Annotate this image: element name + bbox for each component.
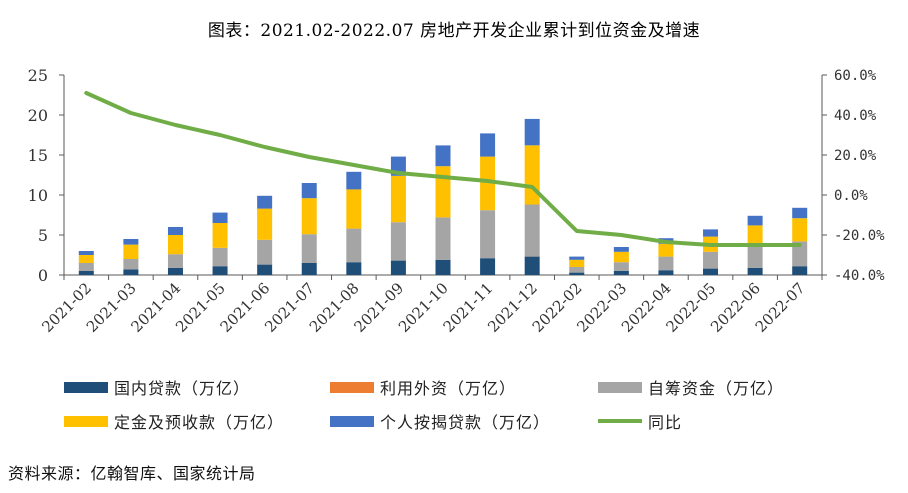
bar-domestic_loans — [212, 266, 228, 275]
bar-domestic_loans — [301, 263, 317, 275]
bar-domestic_loans — [123, 269, 139, 275]
bar-deposits — [524, 145, 540, 205]
bar-mortgages — [524, 118, 540, 146]
bar-self_raised — [480, 210, 496, 259]
legend-swatch-domestic-loans — [64, 381, 108, 393]
bar-self_raised — [257, 239, 273, 265]
bar-mortgages — [167, 227, 183, 235]
bar-self_raised — [613, 262, 629, 271]
bar-deposits — [613, 251, 629, 263]
y-left-tick-label: 20 — [28, 106, 48, 125]
y-right-tick-label: 60.0% — [834, 68, 877, 84]
bar-domestic_loans — [167, 267, 183, 275]
y-left-tick-label: 15 — [28, 146, 48, 165]
legend-item-foreign-capital: 利用外资（万亿） — [330, 376, 516, 398]
bar-self_raised — [167, 254, 183, 268]
source-note: 资料来源：亿翰智库、国家统计局 — [8, 464, 256, 483]
bar-deposits — [212, 223, 228, 248]
legend-label-deposits: 定金及预收款（万亿） — [114, 413, 285, 432]
y-left-tick-label: 5 — [38, 226, 48, 245]
bar-mortgages — [257, 195, 273, 209]
bar-deposits — [569, 259, 585, 267]
bar-self_raised — [703, 251, 719, 269]
bar-mortgages — [123, 239, 139, 245]
bar-self_raised — [792, 241, 808, 267]
bar-mortgages — [613, 247, 629, 252]
legend-item-self-raised: 自筹资金（万亿） — [598, 376, 784, 398]
bar-mortgages — [212, 212, 228, 223]
bar-deposits — [123, 244, 139, 259]
bar-deposits — [78, 255, 94, 263]
y-left-tick-label: 0 — [38, 266, 48, 285]
bar-mortgages — [747, 215, 763, 226]
bar-self_raised — [123, 259, 139, 270]
bar-domestic_loans — [257, 264, 273, 275]
bar-deposits — [257, 208, 273, 240]
legend-label-self-raised: 自筹资金（万亿） — [648, 379, 785, 398]
legend-swatch-foreign-capital — [330, 381, 374, 393]
y-right-tick-label: -20.0% — [834, 228, 885, 244]
legend-item-domestic-loans: 国内贷款（万亿） — [64, 376, 250, 398]
bar-mortgages — [346, 171, 362, 190]
bar-deposits — [658, 243, 674, 257]
bar-mortgages — [792, 207, 808, 219]
bar-domestic_loans — [78, 271, 94, 275]
y-right-tick-label: 20.0% — [834, 148, 877, 164]
legend-label-yoy: 同比 — [648, 413, 683, 432]
legend-swatch-yoy — [598, 419, 642, 423]
bar-deposits — [792, 218, 808, 242]
bar-self_raised — [747, 247, 763, 268]
bar-mortgages — [569, 256, 585, 260]
bar-domestic_loans — [346, 262, 362, 275]
bar-mortgages — [480, 133, 496, 157]
bar-self_raised — [346, 228, 362, 263]
bar-self_raised — [658, 256, 674, 271]
bar-deposits — [747, 225, 763, 247]
bar-self_raised — [390, 222, 406, 261]
y-right-tick-label: 40.0% — [834, 108, 877, 124]
legend-label-foreign-capital: 利用外资（万亿） — [380, 379, 517, 398]
legend-item-yoy: 同比 — [598, 410, 682, 432]
bar-deposits — [301, 198, 317, 235]
bar-domestic_loans — [658, 270, 674, 275]
y-right-tick-label: -40.0% — [834, 268, 885, 284]
y-right-tick-label: 0.0% — [834, 188, 868, 204]
bar-domestic_loans — [792, 266, 808, 275]
bar-deposits — [167, 235, 183, 255]
bar-domestic_loans — [569, 272, 585, 275]
bar-self_raised — [569, 267, 585, 273]
bar-deposits — [480, 156, 496, 211]
chart-title: 图表：2021.02-2022.07 房地产开发企业累计到位资金及增速 — [207, 21, 701, 41]
x-category-label: 2022-07 — [752, 279, 809, 336]
bar-deposits — [346, 189, 362, 229]
bar-self_raised — [301, 234, 317, 263]
y-left-tick-label: 10 — [28, 186, 48, 205]
bar-domestic_loans — [703, 268, 719, 275]
bar-deposits — [435, 166, 451, 218]
bar-domestic_loans — [435, 259, 451, 275]
bar-domestic_loans — [480, 258, 496, 275]
legend-swatch-deposits — [64, 415, 108, 427]
bar-deposits — [390, 175, 406, 223]
bar-domestic_loans — [613, 271, 629, 275]
legend-item-deposits: 定金及预收款（万亿） — [64, 410, 284, 432]
bar-self_raised — [212, 247, 228, 267]
legend-swatch-mortgages — [330, 415, 374, 427]
bar-domestic_loans — [747, 267, 763, 275]
bar-mortgages — [435, 145, 451, 167]
bar-domestic_loans — [524, 256, 540, 275]
bar-mortgages — [301, 183, 317, 199]
bar-mortgages — [703, 229, 719, 237]
bar-domestic_loans — [390, 260, 406, 275]
bar-mortgages — [78, 251, 94, 255]
legend-label-domestic-loans: 国内贷款（万亿） — [114, 379, 251, 398]
bar-self_raised — [78, 263, 94, 271]
y-left-tick-label: 25 — [28, 66, 48, 85]
legend-item-mortgages: 个人按揭贷款（万亿） — [330, 410, 550, 432]
bar-self_raised — [524, 204, 540, 257]
legend-swatch-self-raised — [598, 381, 642, 393]
bar-self_raised — [435, 217, 451, 260]
legend-label-mortgages: 个人按揭贷款（万亿） — [380, 413, 551, 432]
